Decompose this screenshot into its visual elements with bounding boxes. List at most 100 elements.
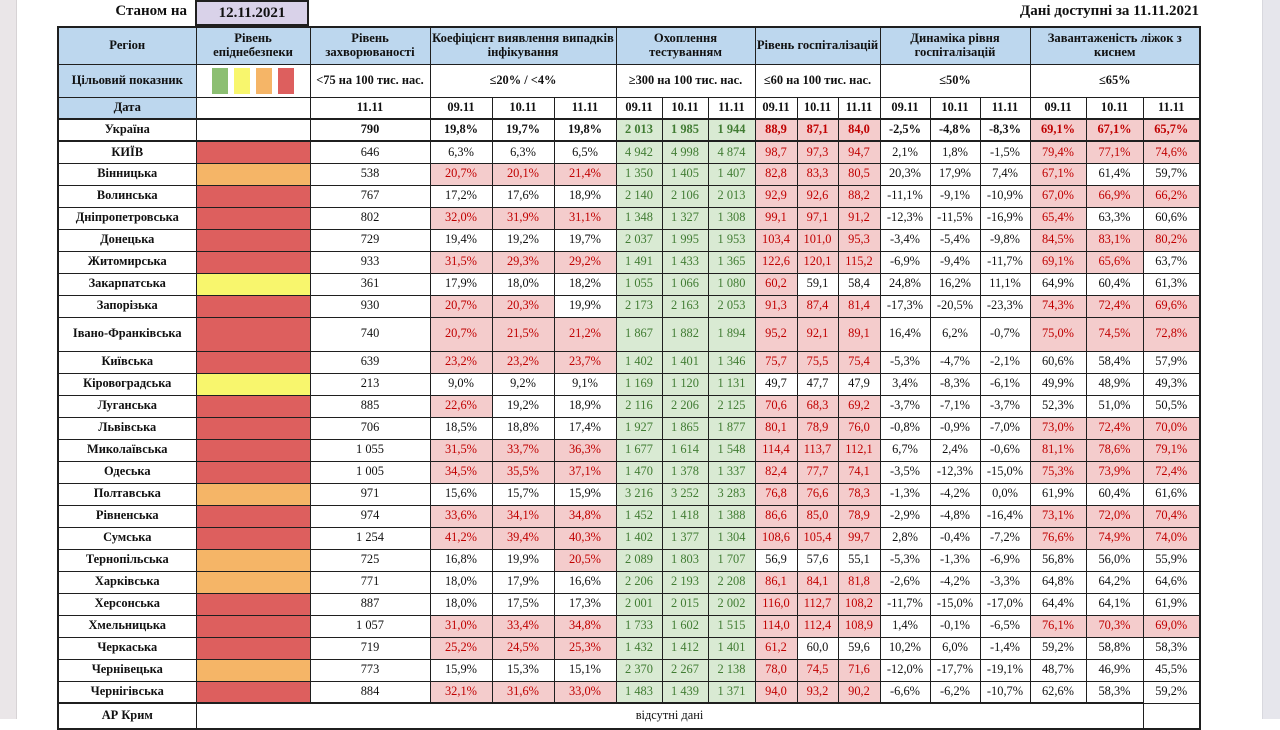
detection-cell: 15,1% bbox=[553, 658, 617, 682]
date-cell: 11.11 bbox=[837, 96, 881, 120]
oxygen-beds-cell: 49,3% bbox=[1142, 372, 1201, 396]
dynamics-cell: -8,3% bbox=[929, 372, 981, 396]
hospitalization-cell: 81,4 bbox=[837, 294, 881, 318]
testing-cell: 1 055 bbox=[615, 272, 663, 296]
oxygen-beds-cell: 74,9% bbox=[1085, 526, 1144, 550]
hospitalization-cell: 113,7 bbox=[796, 438, 839, 462]
detection-cell: 22,6% bbox=[429, 394, 493, 418]
oxygen-beds-cell: 70,4% bbox=[1142, 504, 1201, 528]
hospitalization-cell: 85,0 bbox=[796, 504, 839, 528]
dynamics-cell: 2,8% bbox=[879, 526, 931, 550]
oxygen-beds-cell: 65,4% bbox=[1029, 206, 1087, 230]
detection-cell: 23,2% bbox=[491, 350, 555, 374]
table-row: Харківська 771 18,0% 17,9% 16,6% 2 206 2 193 2 … bbox=[57, 570, 1201, 594]
testing-cell: 1 733 bbox=[615, 614, 663, 638]
status-date-cell: 12.11.2021 bbox=[195, 0, 309, 26]
morbidity-cell: 773 bbox=[309, 658, 431, 682]
detection-cell: 34,8% bbox=[553, 614, 617, 638]
dynamics-cell: -12,3% bbox=[879, 206, 931, 230]
testing-cell: 1 995 bbox=[661, 228, 709, 252]
region-cell: Одеська bbox=[57, 460, 197, 484]
morbidity-cell: 887 bbox=[309, 592, 431, 616]
hospitalization-cell: 80,5 bbox=[837, 162, 881, 186]
detection-cell: 33,4% bbox=[491, 614, 555, 638]
region-column-header: Регіон bbox=[57, 26, 197, 65]
testing-cell: 1 614 bbox=[661, 438, 709, 462]
oxygen-beds-cell: 83,1% bbox=[1085, 228, 1144, 252]
detection-cell: 29,3% bbox=[491, 250, 555, 274]
testing-cell: 2 013 bbox=[707, 184, 756, 208]
column-group-header: Рівень госпіталізацій bbox=[754, 26, 881, 65]
testing-cell: 1 412 bbox=[661, 636, 709, 660]
dynamics-cell: -4,2% bbox=[929, 482, 981, 506]
table-row: Дніпропетровська 802 32,0% 31,9% 31,1% 1 348 1… bbox=[57, 206, 1201, 230]
top-bar: Станом на 12.11.2021 Дані доступні за 11… bbox=[0, 0, 1280, 26]
dynamics-cell: -10,9% bbox=[979, 184, 1031, 208]
epidemic-level-cell bbox=[195, 316, 311, 352]
hospitalization-cell: 76,0 bbox=[837, 416, 881, 440]
testing-cell: 1 365 bbox=[707, 250, 756, 274]
oxygen-beds-cell: 72,8% bbox=[1142, 316, 1201, 352]
testing-cell: 2 001 bbox=[615, 592, 663, 616]
detection-cell: 20,7% bbox=[429, 316, 493, 352]
hospitalization-cell: 75,5 bbox=[796, 350, 839, 374]
dynamics-cell: -12,3% bbox=[929, 460, 981, 484]
testing-cell: 1 401 bbox=[707, 636, 756, 660]
detection-cell: 34,5% bbox=[429, 460, 493, 484]
table-row: Хмельницька 1 057 31,0% 33,4% 34,8% 1 733 1 60… bbox=[57, 614, 1201, 638]
detection-cell: 33,7% bbox=[491, 438, 555, 462]
hospitalization-cell: 112,1 bbox=[837, 438, 881, 462]
oxygen-beds-cell: 75,0% bbox=[1029, 316, 1087, 352]
epidemic-level-cell bbox=[195, 140, 311, 164]
column-group-header: Динаміка рівня госпіталізацій bbox=[879, 26, 1031, 65]
testing-cell: 4 874 bbox=[707, 140, 756, 164]
oxygen-beds-cell: 65,6% bbox=[1085, 250, 1144, 274]
dynamics-cell: 17,9% bbox=[929, 162, 981, 186]
testing-cell: 1 066 bbox=[661, 272, 709, 296]
morbidity-cell: 930 bbox=[309, 294, 431, 318]
oxygen-beds-cell: 61,4% bbox=[1085, 162, 1144, 186]
detection-cell: 17,6% bbox=[491, 184, 555, 208]
hospitalization-cell: 59,6 bbox=[837, 636, 881, 660]
epidemic-level-cell bbox=[195, 460, 311, 484]
region-cell: Хмельницька bbox=[57, 614, 197, 638]
morbidity-cell: 646 bbox=[309, 140, 431, 164]
hospitalization-cell: 78,9 bbox=[837, 504, 881, 528]
dynamics-cell: 16,2% bbox=[929, 272, 981, 296]
hospitalization-cell: 76,8 bbox=[754, 482, 798, 506]
hospitalization-cell: 47,7 bbox=[796, 372, 839, 396]
oxygen-beds-cell: 76,1% bbox=[1029, 614, 1087, 638]
detection-cell: 40,3% bbox=[553, 526, 617, 550]
hospitalization-cell: 74,5 bbox=[796, 658, 839, 682]
hospitalization-cell: 94,7 bbox=[837, 140, 881, 164]
table-row: Рівненська 974 33,6% 34,1% 34,8% 1 452 1 418 1 … bbox=[57, 504, 1201, 528]
date-cell: 10.11 bbox=[661, 96, 709, 120]
oxygen-beds-cell: 64,9% bbox=[1029, 272, 1087, 296]
dynamics-cell: -5,3% bbox=[879, 350, 931, 374]
morbidity-cell: 361 bbox=[309, 272, 431, 296]
table-row: КИЇВ 646 6,3% 6,3% 6,5% 4 942 4 998 4 874 98,7 97… bbox=[57, 140, 1201, 164]
testing-cell: 1 865 bbox=[661, 416, 709, 440]
date-cell: 09.11 bbox=[879, 96, 931, 120]
hospitalization-cell: 80,1 bbox=[754, 416, 798, 440]
hospitalization-cell: 82,4 bbox=[754, 460, 798, 484]
testing-cell: 1 602 bbox=[661, 614, 709, 638]
testing-cell: 2 267 bbox=[661, 658, 709, 682]
hospitalization-cell: 78,0 bbox=[754, 658, 798, 682]
date-cell: 09.11 bbox=[615, 96, 663, 120]
hospitalization-cell: 88,9 bbox=[754, 118, 798, 142]
dynamics-cell: 0,0% bbox=[979, 482, 1031, 506]
morbidity-cell: 706 bbox=[309, 416, 431, 440]
date-cell bbox=[195, 96, 311, 120]
testing-cell: 1 337 bbox=[707, 460, 756, 484]
oxygen-beds-cell: 64,8% bbox=[1029, 570, 1087, 594]
oxygen-beds-cell: 80,2% bbox=[1142, 228, 1201, 252]
oxygen-beds-cell: 48,7% bbox=[1029, 658, 1087, 682]
dynamics-cell: -15,0% bbox=[979, 460, 1031, 484]
table-row: Чернівецька 773 15,9% 15,3% 15,1% 2 370 2 267 2… bbox=[57, 658, 1201, 682]
epidemic-level-cell bbox=[195, 206, 311, 230]
oxygen-beds-cell: 50,5% bbox=[1142, 394, 1201, 418]
detection-cell: 31,5% bbox=[429, 250, 493, 274]
region-cell: Полтавська bbox=[57, 482, 197, 506]
testing-cell: 1 308 bbox=[707, 206, 756, 230]
